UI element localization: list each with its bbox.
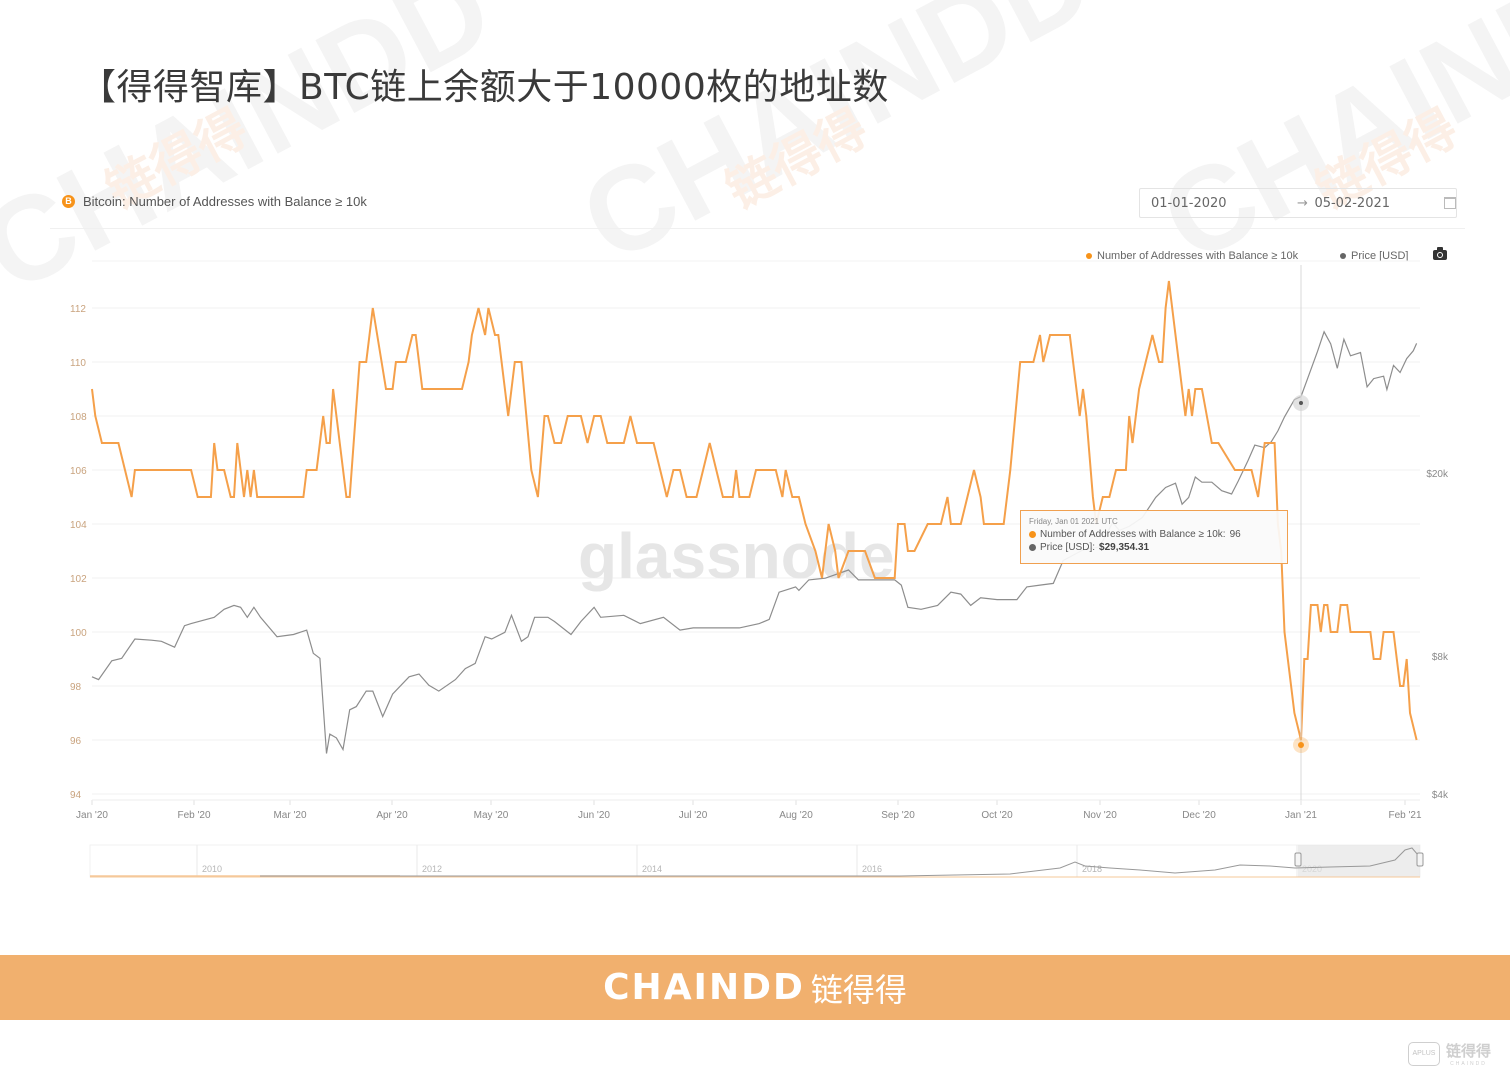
addresses-line xyxy=(91,280,1418,741)
date-to-input[interactable]: 05-02-2021 xyxy=(1314,195,1391,211)
camera-icon[interactable] xyxy=(1433,247,1447,260)
y-tick-label: 106 xyxy=(70,466,87,477)
bitcoin-icon: B xyxy=(62,195,75,208)
tooltip-label: Price [USD]: xyxy=(1040,542,1096,553)
tooltip-value: $29,354.31 xyxy=(1099,542,1150,553)
navigator-handle-right[interactable] xyxy=(1416,852,1424,867)
chart-header: B Bitcoin: Number of Addresses with Bala… xyxy=(62,194,367,209)
tooltip-row-addresses: Number of Addresses with Balance ≥ 10k: … xyxy=(1029,529,1279,540)
footer-banner: CHAINDD 链得得 xyxy=(0,955,1510,1020)
price-hover-point xyxy=(1299,401,1303,405)
x-tick-label: Sep '20 xyxy=(881,810,915,821)
glassnode-watermark: glassnode xyxy=(578,520,895,592)
y-axis-left: 94 96 98 100 102 104 106 108 110 112 xyxy=(70,304,87,801)
y-tick-label: 100 xyxy=(70,628,87,639)
tooltip-label: Number of Addresses with Balance ≥ 10k: xyxy=(1040,529,1226,540)
tooltip-date: Friday, Jan 01 2021 UTC xyxy=(1029,517,1118,526)
y-tick-label: 96 xyxy=(70,736,82,747)
x-tick-label: Dec '20 xyxy=(1182,810,1216,821)
corner-logo-en: CHAINDD xyxy=(1450,1061,1487,1067)
navigator-year-label: 2014 xyxy=(642,864,662,874)
y-tick-label: 108 xyxy=(70,412,87,423)
footer-logo-cn: 链得得 xyxy=(810,970,907,1009)
x-tick-label: Jun '20 xyxy=(578,810,610,821)
x-tick-label: Feb '20 xyxy=(177,810,210,821)
corner-logo: APLUS 链得得 CHAINDD xyxy=(1408,1040,1491,1067)
date-range-picker[interactable]: 01-01-2020 → 05-02-2021 xyxy=(1139,188,1457,218)
y-right-tick-label: $20k xyxy=(1426,469,1449,480)
x-tick-label: May '20 xyxy=(474,810,509,821)
navigator-year-label: 2016 xyxy=(862,864,882,874)
y-tick-label: 102 xyxy=(70,574,87,585)
y-tick-label: 112 xyxy=(70,304,86,315)
footer-logo-en: CHAINDD xyxy=(603,967,805,1008)
legend-label: Price [USD] xyxy=(1351,250,1409,262)
x-tick-label: Jul '20 xyxy=(679,810,708,821)
calendar-icon[interactable] xyxy=(1444,197,1456,209)
addresses-hover-point xyxy=(1298,742,1304,748)
navigator-selection[interactable] xyxy=(1298,845,1420,877)
navigator-year-label: 2012 xyxy=(422,864,442,874)
navigator-year-label: 2010 xyxy=(202,864,222,874)
x-tick-label: Jan '21 xyxy=(1285,810,1317,821)
price-line xyxy=(91,330,1418,754)
tooltip-dot-orange-icon xyxy=(1029,531,1036,538)
y-tick-label: 110 xyxy=(70,358,86,369)
date-from-input[interactable]: 01-01-2020 xyxy=(1151,195,1227,211)
chart-card: B Bitcoin: Number of Addresses with Bala… xyxy=(50,180,1465,900)
chart-title: Bitcoin: Number of Addresses with Balanc… xyxy=(83,194,367,209)
y-axis-right: $4k $8k $20k xyxy=(1426,469,1449,801)
y-tick-label: 98 xyxy=(70,682,82,693)
y-tick-label: 94 xyxy=(70,790,82,801)
x-tick-label: Aug '20 xyxy=(779,810,813,821)
x-tick-label: Nov '20 xyxy=(1083,810,1117,821)
gridlines xyxy=(92,260,1420,795)
x-tick-label: Feb '21 xyxy=(1388,810,1421,821)
tooltip-dot-gray-icon xyxy=(1029,544,1036,551)
x-axis: Jan '20 Feb '20 Mar '20 Apr '20 May '20 Jun '… xyxy=(76,799,1422,821)
chart-tooltip: Friday, Jan 01 2021 UTC Number of Addres… xyxy=(1020,510,1288,564)
legend-dot-gray-icon xyxy=(1340,253,1346,259)
navigator-handle-left[interactable] xyxy=(1294,852,1302,867)
arrow-right-icon: → xyxy=(1297,195,1308,211)
corner-logo-badge: APLUS xyxy=(1408,1041,1440,1066)
legend-dot-orange-icon xyxy=(1086,253,1092,259)
tooltip-row-price: Price [USD]: $29,354.31 xyxy=(1029,542,1279,553)
legend-item-price[interactable]: Price [USD] xyxy=(1340,250,1408,262)
page-title: 【得得智库】BTC链上余额大于10000枚的地址数 xyxy=(80,67,889,108)
x-tick-label: Apr '20 xyxy=(376,810,408,821)
y-right-tick-label: $8k xyxy=(1432,652,1449,663)
tooltip-value: 96 xyxy=(1229,529,1241,540)
line-chart: glassnode 94 96 98 100 102 104 106 108 110 112 $4… xyxy=(70,260,1449,878)
x-tick-label: Oct '20 xyxy=(981,810,1013,821)
legend-label: Number of Addresses with Balance ≥ 10k xyxy=(1097,250,1299,262)
corner-logo-cn: 链得得 xyxy=(1446,1043,1492,1060)
navigator-price-line xyxy=(260,847,1419,877)
x-tick-label: Mar '20 xyxy=(273,810,306,821)
header-divider xyxy=(50,228,1465,229)
navigator[interactable]: 201020122014201620182020 xyxy=(89,844,1424,878)
y-right-tick-label: $4k xyxy=(1432,790,1449,801)
x-tick-label: Jan '20 xyxy=(76,810,108,821)
y-tick-label: 104 xyxy=(70,520,87,531)
legend-item-addresses[interactable]: Number of Addresses with Balance ≥ 10k xyxy=(1086,250,1298,262)
navigator-year-label: 2018 xyxy=(1082,864,1102,874)
